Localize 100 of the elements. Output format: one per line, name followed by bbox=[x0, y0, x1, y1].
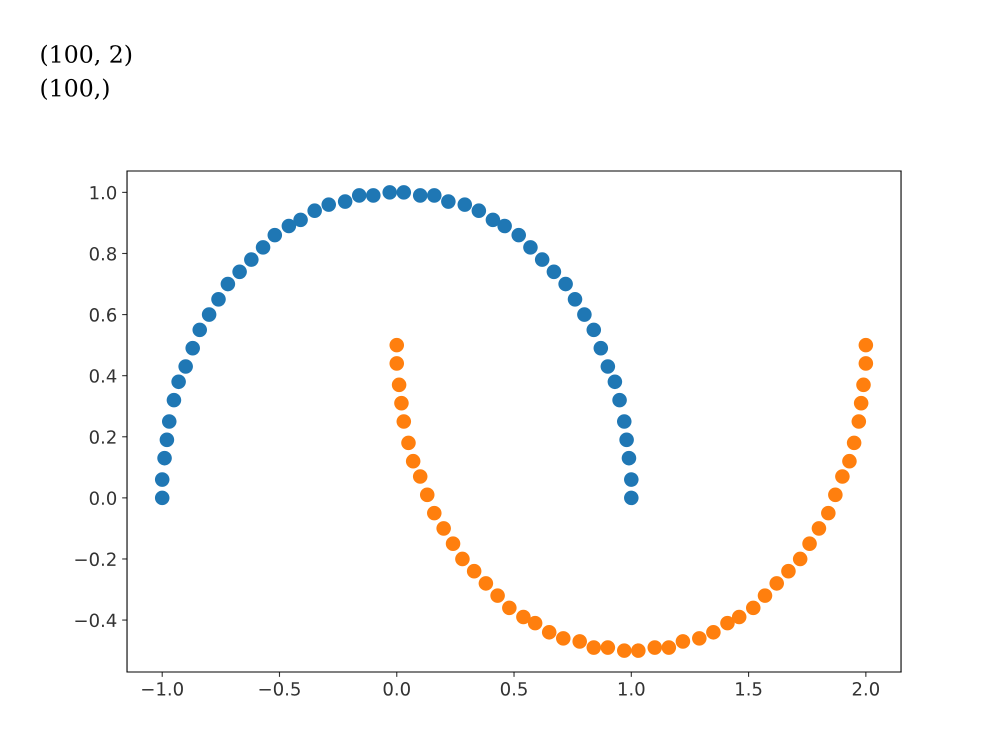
point bbox=[490, 588, 505, 603]
point bbox=[542, 625, 556, 640]
y-tick-label: 1.0 bbox=[90, 186, 116, 200]
point bbox=[441, 194, 456, 209]
point bbox=[858, 338, 874, 352]
point bbox=[389, 356, 404, 371]
point bbox=[220, 276, 236, 292]
point bbox=[171, 374, 186, 390]
point bbox=[647, 640, 662, 655]
x-tick-label: 1.5 bbox=[736, 682, 762, 696]
point bbox=[244, 252, 259, 267]
point bbox=[619, 432, 634, 448]
point bbox=[268, 228, 282, 242]
point bbox=[154, 472, 170, 487]
point bbox=[746, 600, 761, 616]
point bbox=[162, 414, 177, 429]
point bbox=[769, 576, 784, 591]
point bbox=[858, 356, 874, 371]
point bbox=[282, 218, 296, 234]
point bbox=[624, 490, 639, 506]
point bbox=[211, 292, 226, 307]
point bbox=[160, 432, 174, 448]
y-tick-label: 0.4 bbox=[90, 369, 116, 383]
point bbox=[802, 536, 817, 551]
point bbox=[534, 252, 550, 267]
point bbox=[293, 212, 308, 228]
point bbox=[502, 600, 517, 616]
point bbox=[662, 640, 676, 655]
text: (100,) bbox=[41, 78, 109, 100]
y-tick-label: 0.6 bbox=[90, 308, 116, 322]
point bbox=[612, 392, 627, 408]
point bbox=[256, 240, 270, 255]
point bbox=[523, 240, 538, 255]
point bbox=[835, 469, 850, 484]
point bbox=[828, 488, 843, 502]
point bbox=[321, 197, 336, 212]
point bbox=[412, 469, 428, 484]
point bbox=[732, 610, 746, 624]
point bbox=[352, 188, 367, 203]
point bbox=[856, 378, 871, 392]
point bbox=[202, 307, 216, 322]
y-tick-label: 0.2 bbox=[90, 430, 116, 444]
point bbox=[466, 564, 482, 578]
point bbox=[382, 185, 398, 200]
point bbox=[720, 616, 735, 630]
point bbox=[528, 616, 542, 630]
point bbox=[821, 506, 836, 520]
point bbox=[427, 188, 442, 203]
point bbox=[457, 197, 472, 212]
point bbox=[624, 472, 639, 487]
text: (100, 2) bbox=[41, 44, 132, 66]
point bbox=[676, 634, 690, 649]
point bbox=[842, 454, 857, 468]
point bbox=[338, 194, 352, 209]
point bbox=[396, 185, 412, 200]
point bbox=[154, 490, 170, 506]
x-tick-label: −0.5 bbox=[259, 682, 300, 696]
point bbox=[446, 536, 460, 551]
y-tick-label: −0.2 bbox=[75, 552, 116, 566]
point bbox=[366, 188, 381, 203]
point bbox=[631, 643, 646, 658]
point bbox=[586, 640, 602, 655]
point bbox=[622, 450, 636, 466]
point bbox=[232, 264, 247, 280]
x-tick-label: 0.0 bbox=[384, 682, 410, 696]
point bbox=[568, 292, 582, 307]
point bbox=[758, 588, 772, 603]
point bbox=[616, 414, 632, 429]
point bbox=[478, 576, 494, 591]
point bbox=[401, 436, 416, 450]
point bbox=[394, 396, 409, 410]
point bbox=[812, 521, 826, 536]
point bbox=[781, 564, 796, 578]
point bbox=[511, 228, 526, 242]
point bbox=[420, 488, 435, 502]
point bbox=[792, 552, 808, 566]
point bbox=[455, 552, 470, 566]
point bbox=[392, 378, 406, 392]
point bbox=[692, 631, 707, 646]
point bbox=[396, 414, 412, 429]
point bbox=[706, 625, 721, 640]
point bbox=[556, 631, 571, 646]
point bbox=[577, 307, 592, 322]
point bbox=[472, 203, 486, 218]
point bbox=[608, 374, 622, 390]
point bbox=[594, 340, 608, 356]
point bbox=[406, 454, 420, 468]
point bbox=[558, 276, 573, 292]
point bbox=[185, 340, 200, 356]
point bbox=[178, 359, 193, 374]
point bbox=[389, 338, 404, 352]
x-tick-label: 2.0 bbox=[852, 682, 880, 696]
point bbox=[546, 264, 562, 280]
point bbox=[852, 414, 866, 429]
point bbox=[427, 506, 442, 520]
x-tick-label: −1.0 bbox=[142, 682, 183, 696]
point bbox=[486, 212, 500, 228]
point bbox=[616, 643, 632, 658]
point bbox=[497, 218, 512, 234]
x-tick-label: 0.5 bbox=[500, 682, 527, 696]
